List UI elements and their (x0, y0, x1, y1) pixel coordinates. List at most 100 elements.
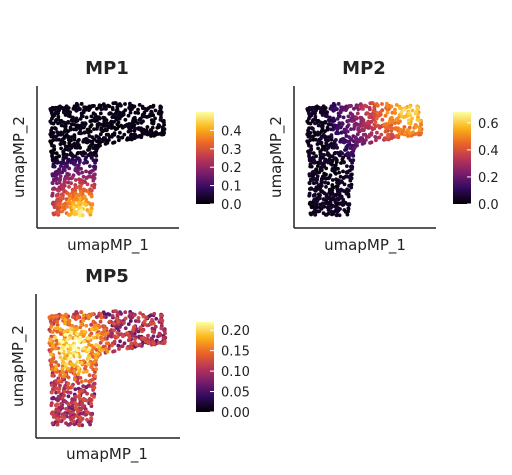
scatter-point (78, 150, 83, 155)
scatter-point (110, 134, 114, 139)
scatter-point (368, 141, 372, 145)
scatter-point (325, 125, 330, 130)
scatter-point (88, 333, 92, 338)
scatter-point (354, 115, 358, 120)
scatter-point (313, 212, 318, 217)
scatter-point (65, 176, 70, 181)
scatter-point (112, 131, 117, 136)
scatter-point (79, 131, 83, 136)
scatter-point (133, 337, 137, 342)
scatter-point (54, 193, 59, 198)
scatter-point (76, 366, 81, 370)
scatter-point (415, 105, 420, 110)
scatter-point (395, 117, 400, 121)
scatter-point (334, 138, 338, 142)
scatter-point (377, 135, 382, 140)
scatter-point (62, 398, 67, 403)
scatter-point (59, 348, 63, 353)
scatter-point (93, 352, 98, 357)
scatter-point (76, 107, 80, 112)
scatter-point (329, 205, 333, 210)
scatter-point (133, 126, 138, 131)
scatter-point (55, 325, 60, 330)
scatter-point (83, 378, 88, 383)
scatter-point (312, 160, 317, 165)
scatter-point (145, 125, 150, 129)
scatter-point (92, 104, 96, 108)
scatter-point (112, 125, 117, 130)
scatter-point (78, 415, 82, 420)
scatter-point (84, 137, 89, 142)
scatter-point (97, 103, 102, 108)
scatter-point (79, 166, 83, 171)
scatter-point (112, 328, 117, 333)
scatter-point (80, 114, 85, 119)
colorbar-tick-label: 0.1 (221, 180, 242, 195)
scatter-point (57, 378, 61, 383)
scatter-point (328, 191, 332, 195)
scatter-point (81, 313, 86, 318)
scatter-point (74, 407, 79, 412)
scatter-point (123, 108, 128, 112)
scatter-point (318, 157, 323, 162)
scatter-point (378, 110, 383, 114)
scatter-point (93, 112, 98, 117)
scatter-point (67, 318, 72, 323)
scatter-point (313, 114, 318, 119)
scatter-point (349, 137, 353, 142)
scatter-point (117, 347, 121, 351)
scatter-point (75, 348, 80, 353)
scatter-point (86, 383, 91, 388)
scatter-point (81, 153, 85, 158)
scatter-point (393, 111, 398, 115)
scatter-point (67, 185, 71, 189)
scatter-point (151, 341, 156, 346)
scatter-point (415, 132, 419, 136)
scatter-point (69, 331, 74, 335)
scatter-point (163, 331, 167, 336)
colorbar-tick-label: 0.4 (221, 124, 242, 139)
colorbar-tick-label: 0.10 (221, 365, 250, 380)
scatter-point (80, 329, 84, 334)
scatter-point (355, 137, 359, 142)
scatter-point (54, 403, 58, 408)
scatter-point (75, 168, 79, 173)
scatter-point (385, 101, 389, 106)
scatter-point (53, 111, 58, 116)
scatter-point (75, 316, 80, 320)
scatter-point (115, 335, 120, 339)
scatter-point (364, 138, 368, 142)
scatter-point (336, 166, 340, 171)
scatter-point (86, 362, 91, 366)
scatter-point (146, 333, 150, 338)
scatter-point (368, 114, 372, 119)
scatter-point (78, 376, 83, 380)
scatter-point (65, 171, 70, 176)
scatter-point (118, 325, 122, 329)
scatter-point (69, 135, 74, 140)
scatter-point (74, 353, 79, 357)
colorbar-tick-label: 0.05 (221, 386, 250, 401)
scatter-point (67, 135, 71, 139)
scatter-point (94, 356, 99, 360)
y-axis-label: umapMP_2 (9, 325, 28, 407)
scatter-point (320, 201, 325, 206)
scatter-point (361, 107, 365, 111)
scatter-point (347, 183, 351, 188)
scatter-point (143, 322, 148, 327)
scatter-point (75, 332, 80, 336)
scatter-point (69, 362, 74, 367)
scatter-point (386, 132, 391, 137)
scatter-point (65, 204, 70, 209)
scatter-point (87, 134, 92, 138)
scatter-point (393, 107, 397, 112)
scatter-point (156, 340, 161, 345)
scatter-point (68, 354, 73, 358)
scatter-point (358, 115, 363, 120)
scatter-point (367, 105, 372, 110)
scatter-point (99, 335, 103, 339)
scatter-point (128, 110, 133, 115)
scatter-point (85, 398, 89, 403)
scatter-point (101, 310, 106, 315)
scatter-point (341, 137, 345, 141)
